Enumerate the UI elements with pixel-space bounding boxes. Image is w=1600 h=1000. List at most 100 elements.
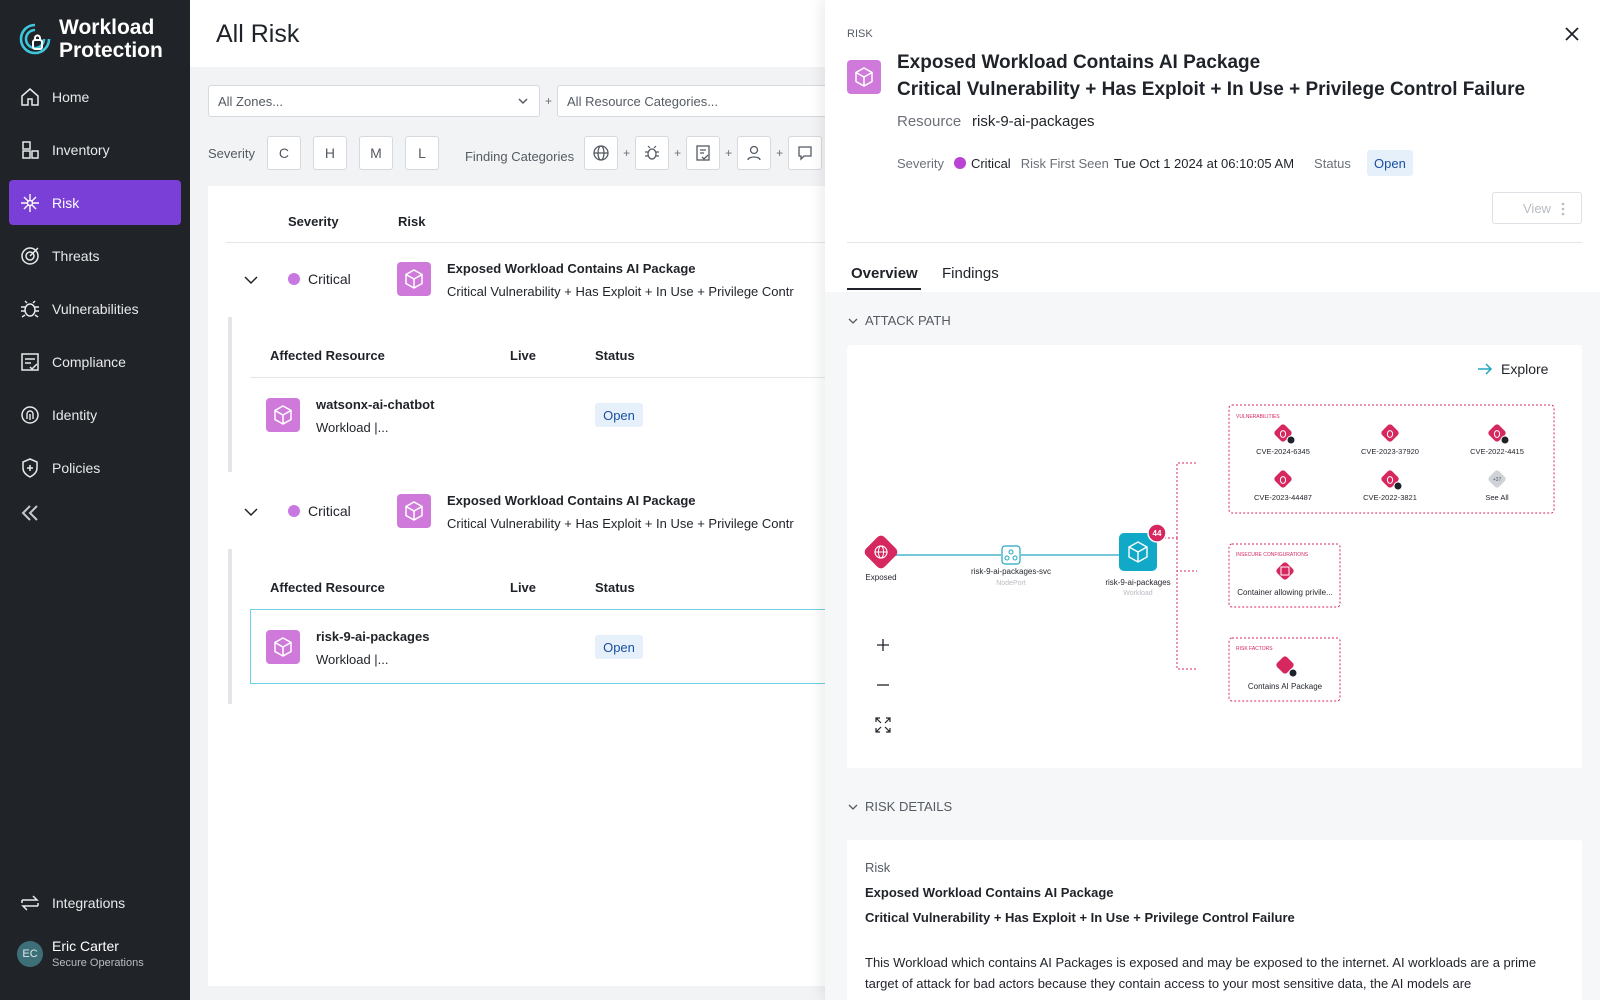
column-header-affected-resource: Affected Resource [270, 580, 385, 595]
sidebar-item-integrations[interactable]: Integrations [9, 880, 181, 925]
attack-path-graph: Exposed risk-9-ai-packages-svc NodePort … [847, 345, 1582, 768]
tab-findings[interactable]: Findings [942, 265, 999, 282]
exploit-badge-icon [1286, 435, 1296, 445]
vulnerability-node[interactable]: CVE-2023-37920 [1361, 423, 1419, 456]
sidebar-item-home[interactable]: Home [9, 74, 181, 119]
risk-details-label: RISK DETAILS [865, 799, 953, 814]
risk-factor-item: Contains AI Package [1248, 682, 1323, 691]
resource-name[interactable]: risk-9-ai-packages [316, 629, 430, 644]
severity-value: Critical [970, 155, 1011, 171]
column-header-severity[interactable]: Severity [288, 214, 339, 229]
severity-filter-row: Severity C H M L Finding Categories + + … [208, 136, 823, 170]
risk-table: Severity Risk Critical Exposed Workload … [208, 186, 829, 986]
critical-dot [288, 273, 300, 285]
attack-path-header[interactable]: ATTACK PATH [847, 313, 951, 328]
exploit-badge-icon [1393, 481, 1403, 491]
sidebar-item-vulnerabilities[interactable]: Vulnerabilities [9, 286, 181, 331]
severity-chip-l[interactable]: L [404, 136, 439, 170]
sidebar-item-label: Identity [52, 406, 98, 423]
exploit-badge-icon [1500, 435, 1510, 445]
zoom-in-button[interactable] [871, 633, 895, 657]
compliance-icon [21, 352, 39, 371]
risk-details-header[interactable]: RISK DETAILS [847, 799, 952, 814]
category-vulnerability-chip[interactable] [635, 136, 670, 170]
sidebar-item-identity[interactable]: Identity [9, 392, 181, 437]
drawer-kicker: RISK [847, 28, 873, 40]
sidebar-bottom: Integrations [9, 880, 181, 933]
attack-path-svg: Exposed risk-9-ai-packages-svc NodePort … [863, 404, 1555, 702]
attack-path-label: ATTACK PATH [865, 313, 951, 328]
severity-chip-c[interactable]: C [266, 136, 301, 170]
sidebar-item-policies[interactable]: Policies [9, 445, 181, 490]
sidebar-item-risk[interactable]: Risk [9, 180, 181, 225]
chevron-down-icon [848, 318, 858, 324]
edge-workload-groups [1156, 462, 1197, 670]
fullscreen-icon [875, 717, 891, 733]
plus-separator: + [725, 146, 733, 160]
insecure-config-group[interactable]: INSECURE CONFIGURATIONS Container allowi… [1228, 543, 1341, 608]
user-profile[interactable]: EC Eric Carter Secure Operations [17, 938, 144, 969]
filter-row: All Zones... + All Resource Categories..… [208, 85, 858, 117]
service-node[interactable]: risk-9-ai-packages-svc NodePort [971, 545, 1051, 587]
explore-link[interactable]: Explore [1477, 361, 1548, 377]
table-row[interactable]: Critical Exposed Workload Contains AI Pa… [208, 243, 825, 315]
comment-icon [798, 146, 812, 161]
cve-label: CVE-2022-3821 [1363, 493, 1417, 502]
vulnerability-node[interactable]: CVE-2022-3821 [1363, 469, 1417, 502]
risk-title[interactable]: Exposed Workload Contains AI Package [447, 493, 696, 508]
zoom-out-button[interactable] [871, 673, 895, 697]
tab-overview[interactable]: Overview [851, 265, 918, 282]
sidebar-item-threats[interactable]: Threats [9, 233, 181, 278]
resource-value[interactable]: risk-9-ai-packages [972, 113, 1095, 130]
risk-details-card: Risk Exposed Workload Contains AI Packag… [847, 840, 1582, 1000]
see-all-count: +37 [1493, 477, 1502, 483]
vulnerabilities-group-label: VULNERABILITIES [1236, 414, 1280, 420]
brand[interactable]: Workload Protection [18, 16, 163, 62]
status-label: Status [1314, 155, 1351, 171]
selected-resource-row[interactable] [250, 609, 829, 684]
category-configuration-chip[interactable] [686, 136, 721, 170]
sidebar-item-label: Threats [52, 247, 100, 264]
sidebar-item-label: Risk [52, 194, 80, 211]
vulnerabilities-group[interactable]: VULNERABILITIES [1228, 404, 1555, 514]
cve-label: CVE-2023-44487 [1254, 493, 1312, 502]
category-events-chip[interactable] [788, 136, 823, 170]
checklist-icon [696, 145, 710, 161]
close-icon[interactable] [1563, 25, 1581, 43]
first-seen-label: Risk First Seen [1020, 155, 1109, 171]
affected-resources-panel: Affected Resource Live Status risk-9-ai-… [228, 549, 829, 704]
zones-select[interactable]: All Zones... [208, 85, 540, 117]
exposed-node[interactable]: Exposed [863, 534, 900, 582]
status-badge: Open [595, 635, 643, 659]
workload-node[interactable]: 44 risk-9-ai-packages Workload [1105, 523, 1171, 597]
package-icon [397, 494, 431, 528]
vulnerability-node[interactable]: CVE-2023-44487 [1254, 469, 1312, 502]
category-identity-chip[interactable] [737, 136, 772, 170]
resource-name[interactable]: watsonx-ai-chatbot [316, 397, 435, 412]
vulnerability-node[interactable]: CVE-2022-4415 [1470, 423, 1524, 456]
divider [847, 242, 1582, 243]
chevron-down-icon[interactable] [243, 272, 259, 288]
chevron-down-icon[interactable] [243, 504, 259, 520]
severity-chip-m[interactable]: M [358, 136, 393, 170]
resource-categories-select[interactable]: All Resource Categories... [557, 85, 858, 117]
risk-title[interactable]: Exposed Workload Contains AI Package [447, 261, 696, 276]
category-exposure-chip[interactable] [584, 136, 619, 170]
table-row[interactable]: Critical Exposed Workload Contains AI Pa… [208, 475, 825, 547]
view-button[interactable]: View [1492, 192, 1582, 224]
sidebar-item-label: Inventory [52, 141, 110, 158]
risk-factors-group[interactable]: RISK FACTORS Contains AI Package [1228, 637, 1341, 702]
sidebar-item-inventory[interactable]: Inventory [9, 127, 181, 172]
home-icon [21, 87, 39, 106]
fit-to-screen-button[interactable] [871, 713, 895, 737]
status-badge: Open [595, 403, 643, 427]
collapse-sidebar-icon[interactable] [18, 501, 42, 525]
sidebar-item-compliance[interactable]: Compliance [9, 339, 181, 384]
column-header-risk[interactable]: Risk [398, 214, 426, 229]
title-bar [190, 0, 825, 67]
severity-chip-h[interactable]: H [312, 136, 347, 170]
see-all-node[interactable]: +37 See All [1485, 469, 1509, 502]
vulnerability-node[interactable]: CVE-2024-6345 [1256, 423, 1310, 456]
column-header-affected-resource: Affected Resource [270, 348, 385, 363]
package-icon [266, 398, 300, 432]
